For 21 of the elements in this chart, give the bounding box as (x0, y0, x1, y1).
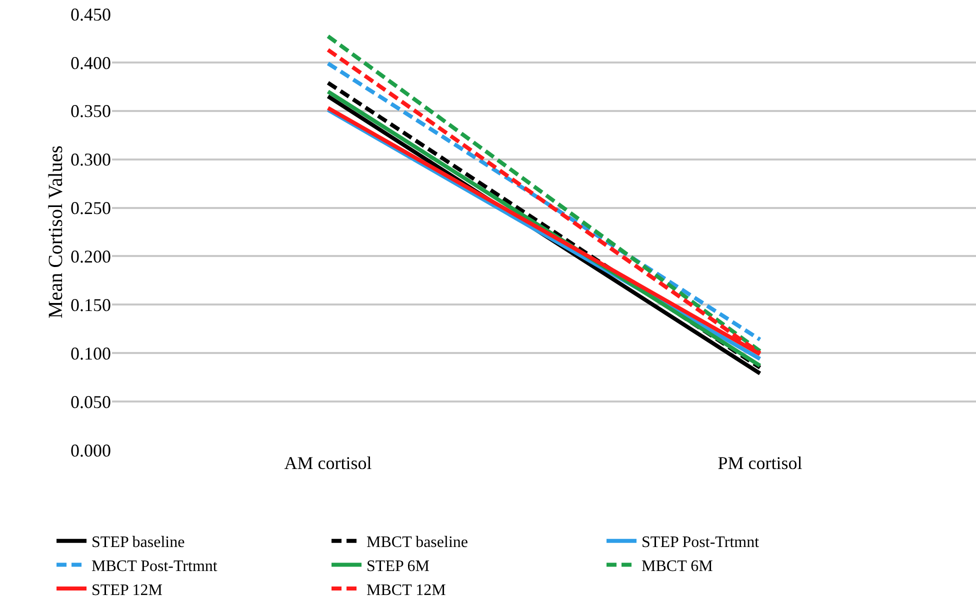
y-tick-label: 0.000 (70, 440, 111, 460)
y-axis-title: Mean Cortisol Values (45, 145, 67, 318)
legend-label: STEP 12M (92, 582, 163, 599)
legend-label: MBCT 6M (642, 558, 713, 575)
legend-label: STEP baseline (92, 534, 185, 552)
legend-label: MBCT baseline (366, 534, 468, 552)
y-tick-label: 0.300 (70, 150, 111, 170)
legend-label: STEP Post-Trtmnt (642, 534, 760, 552)
y-tick-label: 0.450 (70, 4, 111, 24)
legend-label: MBCT 12M (366, 582, 446, 599)
y-tick-label: 0.050 (70, 392, 111, 412)
legend-label: MBCT Post-Trtmnt (92, 558, 218, 575)
y-tick-label: 0.250 (70, 198, 111, 218)
x-tick-label: AM cortisol (284, 453, 372, 473)
y-tick-label: 0.350 (70, 101, 111, 122)
legend-label: STEP 6M (366, 558, 430, 575)
y-tick-label: 0.400 (70, 52, 111, 73)
y-tick-label: 0.100 (70, 343, 111, 364)
y-tick-label: 0.150 (70, 294, 111, 315)
x-tick-label: PM cortisol (718, 453, 802, 473)
y-tick-label: 0.200 (70, 246, 111, 267)
